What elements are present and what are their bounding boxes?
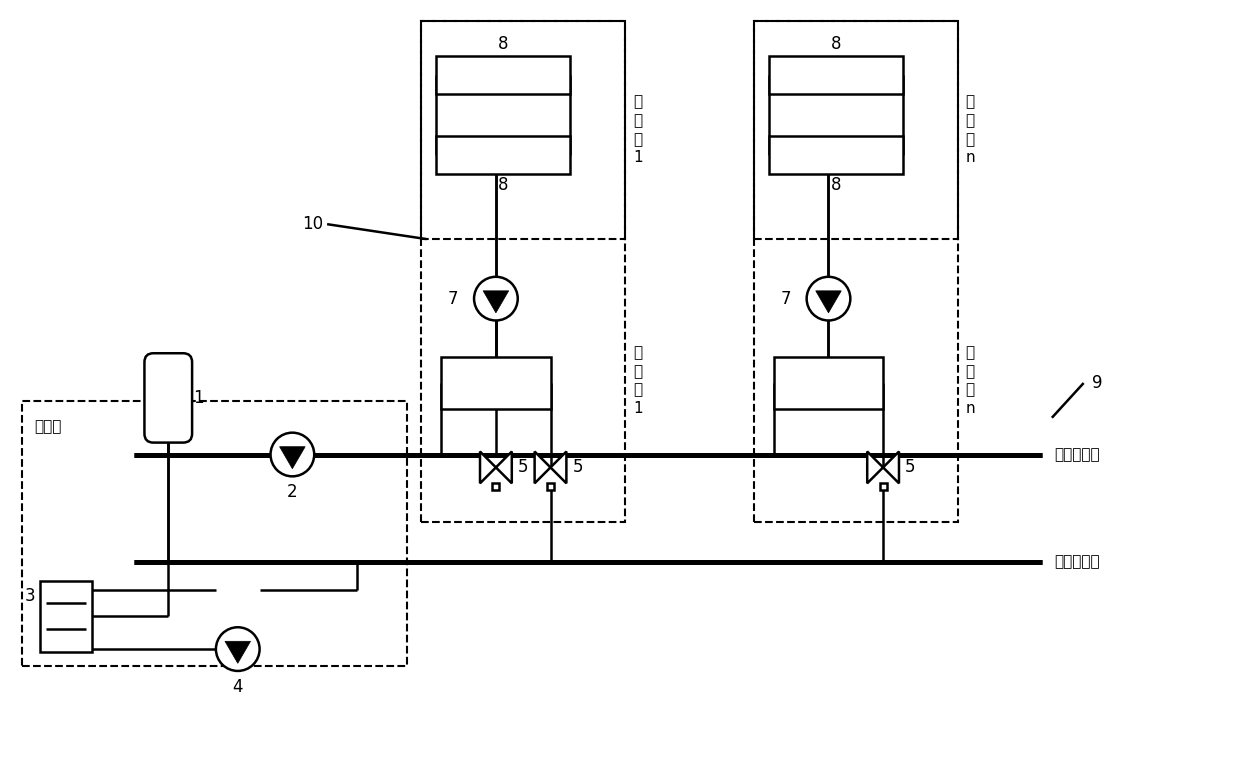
Bar bbox=[22, 401, 407, 666]
Bar bbox=[422, 21, 625, 239]
Text: 8: 8 bbox=[498, 176, 508, 195]
Text: 8: 8 bbox=[498, 36, 508, 53]
Bar bbox=[492, 483, 500, 490]
Polygon shape bbox=[480, 451, 496, 483]
Circle shape bbox=[270, 433, 314, 476]
Text: 热源厂: 热源厂 bbox=[35, 419, 62, 434]
Polygon shape bbox=[551, 451, 567, 483]
Text: 8: 8 bbox=[831, 36, 841, 53]
Bar bbox=[436, 136, 570, 174]
Bar bbox=[754, 21, 957, 239]
Polygon shape bbox=[883, 451, 899, 483]
Bar bbox=[436, 56, 570, 94]
Text: 换
热
站
n: 换 热 站 n bbox=[966, 345, 975, 416]
Bar bbox=[774, 357, 883, 409]
Text: 5: 5 bbox=[518, 458, 528, 476]
Text: 9: 9 bbox=[1091, 374, 1102, 392]
Text: 2: 2 bbox=[286, 483, 298, 501]
Text: 5: 5 bbox=[573, 458, 583, 476]
Polygon shape bbox=[279, 447, 305, 468]
Bar bbox=[547, 483, 554, 490]
FancyBboxPatch shape bbox=[144, 353, 192, 443]
Text: 7: 7 bbox=[448, 290, 458, 308]
Polygon shape bbox=[484, 291, 508, 313]
Bar bbox=[422, 21, 625, 522]
Text: 6: 6 bbox=[811, 374, 822, 392]
Text: 7: 7 bbox=[780, 290, 791, 308]
Polygon shape bbox=[867, 451, 883, 483]
Text: 10: 10 bbox=[303, 215, 324, 233]
Bar bbox=[769, 56, 903, 94]
Polygon shape bbox=[534, 451, 551, 483]
Text: 3: 3 bbox=[25, 587, 35, 605]
Bar bbox=[441, 357, 551, 409]
Text: 4: 4 bbox=[233, 678, 243, 696]
Polygon shape bbox=[496, 451, 512, 483]
Bar bbox=[769, 136, 903, 174]
Text: 8: 8 bbox=[831, 176, 841, 195]
Polygon shape bbox=[816, 291, 841, 313]
Text: 换
热
站
1: 换 热 站 1 bbox=[632, 345, 642, 416]
Text: 一次侧回水: 一次侧回水 bbox=[1054, 554, 1100, 569]
Bar bbox=[754, 21, 957, 522]
Polygon shape bbox=[224, 642, 250, 663]
Circle shape bbox=[807, 277, 851, 321]
Bar bbox=[879, 483, 887, 490]
Circle shape bbox=[474, 277, 518, 321]
Text: 6: 6 bbox=[479, 374, 490, 392]
Bar bbox=[40, 581, 92, 652]
Text: 1: 1 bbox=[193, 389, 203, 407]
Text: 5: 5 bbox=[905, 458, 915, 476]
Text: 热
用
户
n: 热 用 户 n bbox=[966, 94, 975, 165]
Text: 一次侧供水: 一次侧供水 bbox=[1054, 447, 1100, 462]
Circle shape bbox=[216, 627, 259, 671]
Text: 热
用
户
1: 热 用 户 1 bbox=[632, 94, 642, 165]
